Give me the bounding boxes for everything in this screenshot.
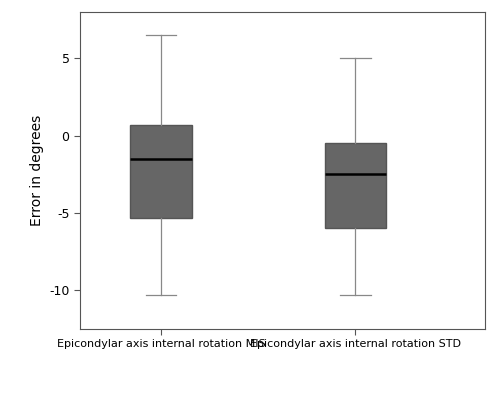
Y-axis label: Error in degrees: Error in degrees [30, 115, 44, 226]
PathPatch shape [324, 144, 386, 229]
PathPatch shape [130, 125, 192, 218]
